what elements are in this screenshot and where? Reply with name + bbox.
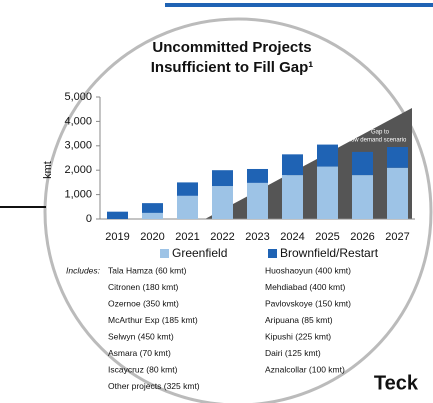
bar-segment (107, 211, 128, 219)
include-item: Mehdiabad (400 kmt) (265, 282, 345, 292)
chart-title: Insufficient to Fill Gap¹ (151, 59, 314, 76)
x-tick-label: 2023 (245, 231, 269, 243)
include-item: Aripuana (85 kmt) (265, 315, 333, 325)
bar-segment (282, 175, 303, 219)
x-tick-label: 2022 (210, 231, 234, 243)
x-tick-label: 2024 (280, 231, 304, 243)
header-bar (165, 3, 433, 7)
include-item: Other projects (325 kmt) (108, 381, 200, 391)
include-item: Kipushi (225 kmt) (265, 331, 331, 341)
includes-label: Includes: (66, 265, 101, 275)
include-item: McArthur Exp (185 kmt) (108, 315, 198, 325)
bar-segment (282, 154, 303, 176)
x-tick-label: 2020 (140, 231, 164, 243)
y-tick-label: 5,000 (64, 91, 92, 103)
include-item: Asmara (70 kmt) (108, 348, 171, 358)
legend-label: Greenfield (172, 246, 227, 260)
bar-segment (142, 212, 163, 219)
include-item: Citronen (180 kmt) (108, 282, 179, 292)
chart-title: Uncommitted Projects (152, 39, 311, 56)
include-item: Tala Hamza (60 kmt) (108, 265, 187, 275)
y-tick-label: 0 (86, 213, 92, 225)
x-tick-label: 2021 (175, 231, 199, 243)
bar-segment (177, 195, 198, 219)
bar-segment (247, 168, 268, 183)
include-item: Huoshaoyun (400 kmt) (265, 265, 351, 275)
include-item: Selwyn (450 kmt) (108, 331, 174, 341)
bar-segment (247, 182, 268, 219)
bar-segment (212, 186, 233, 219)
y-axis-label: kmt (42, 161, 54, 179)
legend-swatch (160, 249, 169, 258)
bar-segment (352, 175, 373, 219)
include-item: Iscaycruz (80 kmt) (108, 364, 178, 374)
y-tick-label: 2,000 (64, 164, 92, 176)
bar-segment (142, 203, 163, 213)
bar-segment (352, 151, 373, 176)
x-tick-label: 2027 (385, 231, 409, 243)
include-item: Aznalcollar (100 kmt) (265, 364, 345, 374)
include-item: Pavlovskoye (150 kmt) (265, 298, 351, 308)
bar-segment (212, 170, 233, 187)
y-tick-label: 3,000 (64, 140, 92, 152)
include-item: Ozernoe (350 kmt) (108, 298, 179, 308)
bar-segment (317, 166, 338, 219)
legend-swatch (268, 249, 277, 258)
annotation: low demand scenario (350, 138, 407, 144)
annotation: Gap to (371, 130, 390, 136)
include-item: Dairi (125 kmt) (265, 348, 321, 358)
bar-segment (387, 147, 408, 168)
bar-segment (317, 144, 338, 167)
bar-segment (177, 182, 198, 196)
logo: Teck (374, 372, 419, 394)
legend-label: Brownfield/Restart (280, 246, 379, 260)
x-tick-label: 2026 (350, 231, 374, 243)
x-tick-label: 2025 (315, 231, 339, 243)
x-tick-label: 2019 (105, 231, 129, 243)
bar-segment (387, 167, 408, 219)
y-tick-label: 1,000 (64, 189, 92, 201)
y-tick-label: 4,000 (64, 115, 92, 127)
